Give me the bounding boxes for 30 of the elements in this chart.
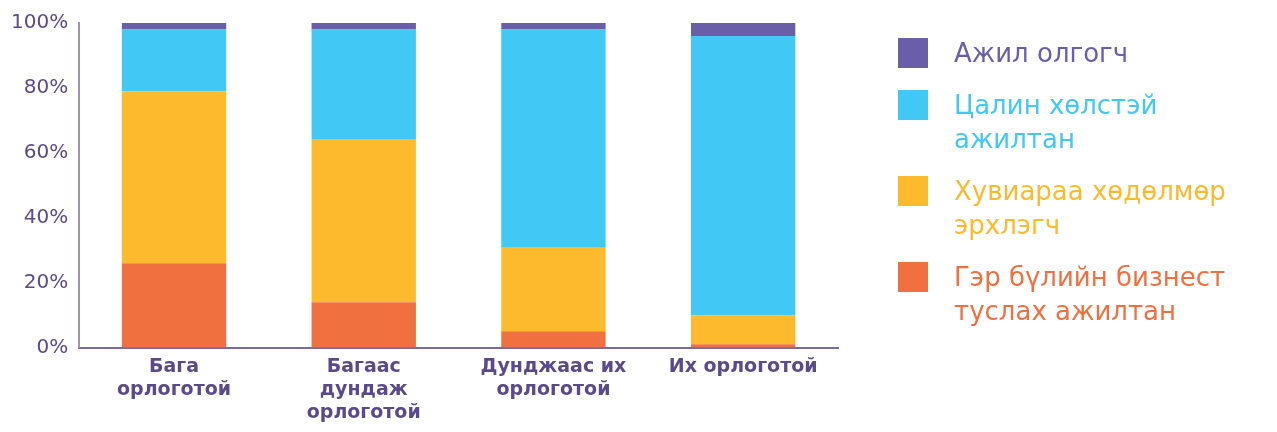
legend-label: Хувиараа хөдөлмөр эрхлэгч <box>954 175 1227 242</box>
bar <box>121 23 227 30</box>
x-tick-label: Багаас дундаж орлоготой <box>306 353 421 422</box>
bar <box>690 23 796 36</box>
x-tick-label: Их орлоготой <box>668 353 818 376</box>
bar <box>501 23 606 30</box>
bar <box>121 29 227 92</box>
y-tick-label: 0% <box>36 333 69 358</box>
bar <box>121 91 227 264</box>
bar <box>501 29 606 247</box>
y-tick-label: 40% <box>23 203 69 228</box>
bar <box>690 344 796 348</box>
legend-label: Цалин хөлстэй ажилтан <box>954 89 1159 156</box>
bar <box>311 302 416 348</box>
y-tick-label: 80% <box>23 74 69 99</box>
y-tick-label: 20% <box>23 268 69 293</box>
bar <box>501 246 606 332</box>
x-tick-label: Дунджаас их орлоготой <box>480 353 627 399</box>
y-tick-label: 100% <box>10 9 69 34</box>
bar <box>501 331 606 348</box>
legend-label: Ажил олгогч <box>954 37 1130 70</box>
bar <box>311 29 416 140</box>
bar <box>690 315 796 345</box>
bar <box>121 263 227 348</box>
bar <box>311 23 416 30</box>
bar <box>311 139 416 303</box>
x-tick-label: Бага орлоготой <box>117 353 232 399</box>
legend-label: Гэр бүлийн бизнест туслах ажилтан <box>954 261 1227 328</box>
bar <box>690 35 796 316</box>
y-tick-label: 60% <box>23 139 69 164</box>
